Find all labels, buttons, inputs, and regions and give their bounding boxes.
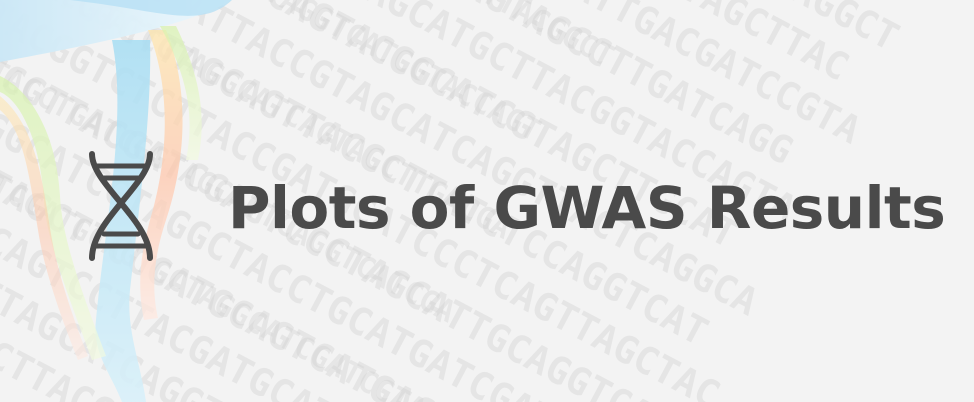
dna-icon [89,151,153,261]
page-title: Plots of GWAS Results [228,174,946,242]
